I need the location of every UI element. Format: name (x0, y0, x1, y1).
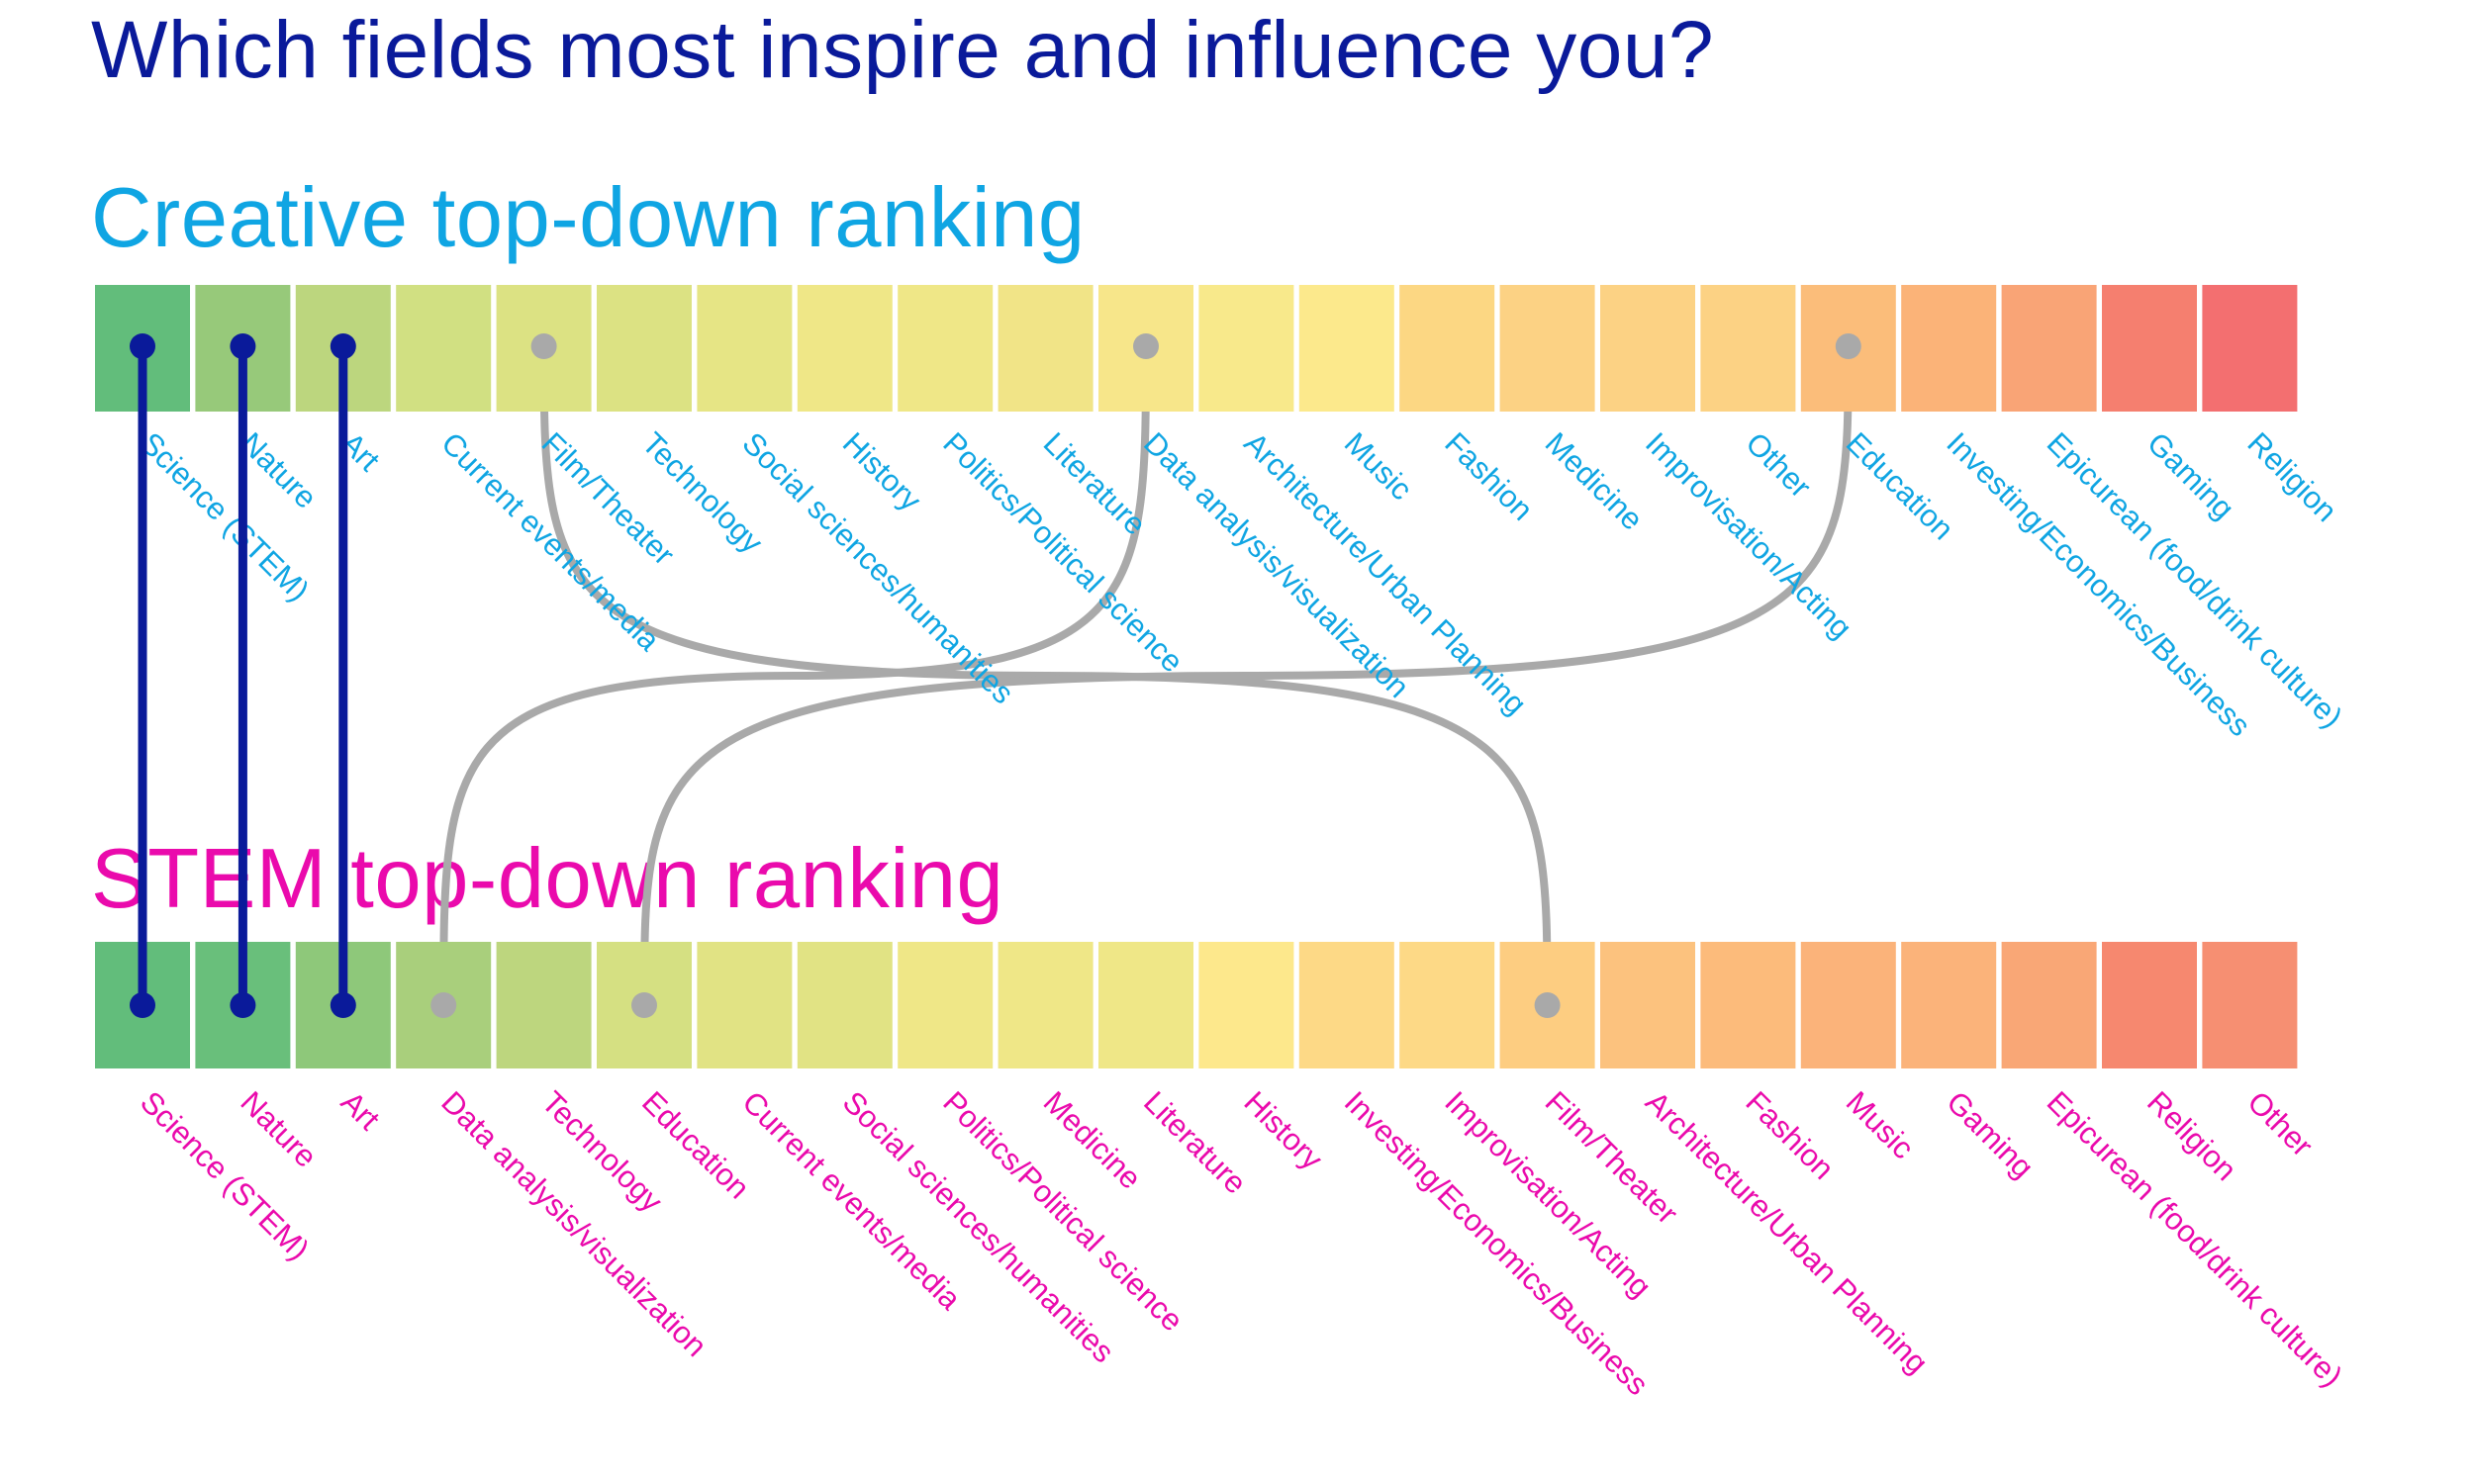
creative-cell-epicurean-food-drink-culture (2001, 285, 2097, 412)
creative-dot-education (1835, 333, 1861, 359)
stem-dot-education (631, 992, 657, 1018)
creative-label-science-stem: Science (STEM) (134, 425, 316, 607)
creative-label-education: Education (1840, 425, 1960, 546)
stem-cell-history (1198, 942, 1294, 1068)
stem-cell-investing-economics-business (1298, 942, 1394, 1068)
creative-cell-architecture-urban-planning (1198, 285, 1294, 412)
creative-ranking-labels: Science (STEM)Nature Art Current events/me… (134, 425, 2349, 743)
stem-label-music: Music (1840, 1084, 1921, 1165)
stem-label-art: Art (334, 1084, 387, 1137)
page-title: Which fields most inspire and influence … (91, 5, 1715, 95)
creative-label-history: History (836, 425, 928, 517)
stem-dot-science-stem (130, 992, 155, 1018)
creative-cell-literature (998, 285, 1094, 412)
connector-education (640, 342, 1853, 1009)
creative-cell-history (797, 285, 893, 412)
stem-cell-epicurean-food-drink-culture (2001, 942, 2097, 1068)
creative-cell-technology (597, 285, 692, 412)
stem-label-fashion: Fashion (1739, 1084, 1841, 1186)
stem-cell-fashion (1700, 942, 1796, 1068)
creative-label-medicine: Medicine (1539, 425, 1650, 536)
creative-label-gaming: Gaming (2141, 425, 2241, 526)
creative-ranking-title: Creative top-down ranking (91, 171, 1086, 265)
creative-cell-investing-economics-business (1901, 285, 1997, 412)
stem-label-gaming: Gaming (1940, 1084, 2041, 1185)
connector-lines-other (439, 342, 1853, 1009)
creative-cell-fashion (1399, 285, 1495, 412)
creative-dot-science-stem (130, 333, 155, 359)
stem-label-other: Other (2240, 1084, 2320, 1163)
stem-dot-data-analysis-visualization (430, 992, 457, 1018)
creative-cell-social-sciences-humanities (697, 285, 793, 412)
stem-label-science-stem: Science (STEM) (134, 1084, 316, 1266)
stem-cell-architecture-urban-planning (1600, 942, 1695, 1068)
creative-ranking-bar (95, 285, 2298, 412)
creative-dot-film-theater (530, 333, 557, 359)
stem-label-nature: Nature (234, 1084, 324, 1174)
connector-dots (130, 333, 1861, 1018)
creative-label-fashion: Fashion (1438, 425, 1540, 527)
stem-cell-technology (496, 942, 592, 1068)
stem-ranking-labels: Science (STEM)Nature Art Data analysis/vis… (134, 1084, 2349, 1402)
stem-label-religion: Religion (2141, 1084, 2243, 1187)
creative-cell-religion (2202, 285, 2298, 412)
creative-label-nature: Nature (234, 425, 324, 515)
connector-data-analysis-visualization (439, 342, 1150, 1009)
stem-cell-social-sciences-humanities (797, 942, 893, 1068)
connector-film-theater (539, 342, 1552, 1009)
stem-dot-film-theater (1534, 992, 1561, 1018)
stem-cell-other (2202, 942, 2298, 1068)
stem-cell-literature (1098, 942, 1193, 1068)
creative-cell-other (1700, 285, 1796, 412)
creative-dot-art (330, 333, 356, 359)
stem-cell-medicine (998, 942, 1094, 1068)
creative-label-other: Other (1739, 425, 1818, 505)
connector-lines-top3 (138, 346, 348, 1005)
creative-cell-politics-political-science (898, 285, 994, 412)
stem-dot-art (330, 992, 356, 1018)
creative-label-religion: Religion (2240, 425, 2343, 528)
creative-cell-current-events-media (396, 285, 492, 412)
stem-cell-improvisation-acting (1399, 942, 1495, 1068)
stem-cell-gaming (1901, 942, 1997, 1068)
stem-cell-current-events-media (697, 942, 793, 1068)
stem-dot-nature (230, 992, 256, 1018)
stem-label-literature: Literature (1137, 1084, 1253, 1200)
creative-dot-data-analysis-visualization (1133, 333, 1159, 359)
creative-cell-gaming (2102, 285, 2197, 412)
creative-dot-nature (230, 333, 256, 359)
stem-cell-politics-political-science (898, 942, 994, 1068)
creative-cell-medicine (1499, 285, 1595, 412)
stem-label-history: History (1237, 1084, 1329, 1176)
stem-cell-music (1800, 942, 1896, 1068)
creative-label-music: Music (1338, 425, 1419, 507)
creative-cell-improvisation-acting (1600, 285, 1695, 412)
creative-cell-music (1298, 285, 1394, 412)
stem-cell-religion (2102, 942, 2197, 1068)
stem-ranking-bar (95, 942, 2298, 1068)
